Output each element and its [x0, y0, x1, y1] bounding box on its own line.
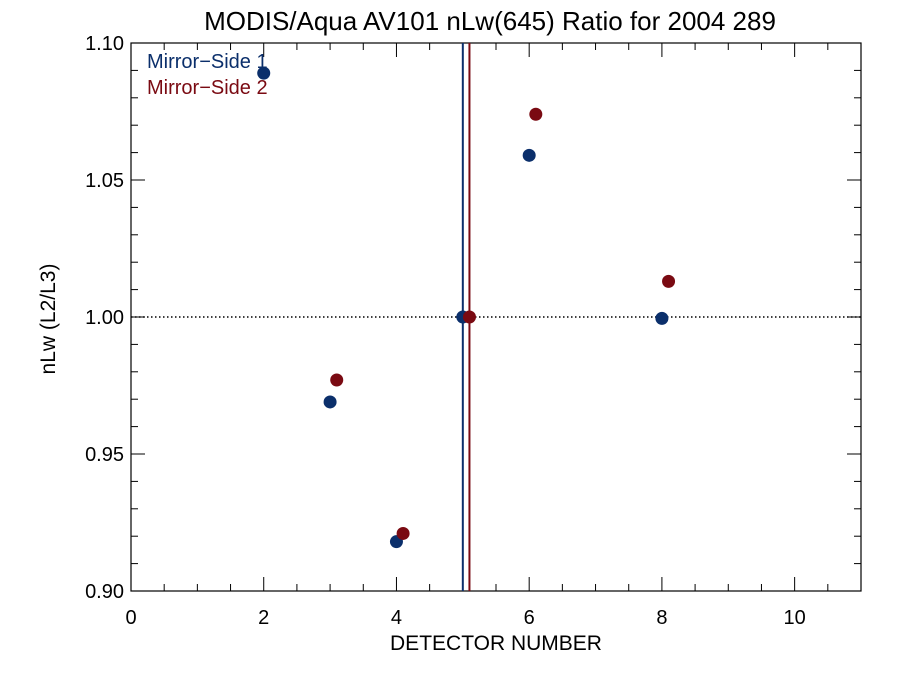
series-2-point	[396, 526, 410, 540]
series-2-point	[529, 107, 543, 121]
y-tick-label: 1.10	[85, 33, 124, 55]
series-1-point	[655, 311, 669, 325]
series-1-point	[522, 148, 536, 162]
legend-entry-1: Mirror−Side 1	[147, 51, 268, 73]
series-1-point	[323, 395, 337, 409]
y-tick-label: 0.95	[85, 444, 124, 466]
x-tick-label: 6	[524, 607, 535, 629]
plot-area: 0 2 4 6 8 10 0.90 0.95 1.00 1.05 1.10	[85, 33, 862, 629]
series-2-point	[662, 274, 676, 288]
series-2-point	[462, 310, 476, 324]
x-tick-label: 10	[784, 607, 806, 629]
x-tick-label: 8	[656, 607, 667, 629]
x-tick-label: 4	[391, 607, 402, 629]
y-axis-label: nLw (L2/L3)	[37, 264, 60, 375]
y-tick-label: 1.00	[85, 307, 124, 329]
series-1-point	[257, 66, 271, 80]
legend: Mirror−Side 1 Mirror−Side 2	[147, 51, 268, 99]
y-tick-label: 0.90	[85, 581, 124, 603]
x-tick-label: 2	[258, 607, 269, 629]
y-tick-label: 1.05	[85, 170, 124, 192]
x-tick-label: 0	[125, 607, 136, 629]
chart-title: MODIS/Aqua AV101 nLw(645) Ratio for 2004…	[204, 6, 776, 36]
series-2-point	[330, 373, 344, 387]
x-axis-label: DETECTOR NUMBER	[390, 632, 602, 655]
legend-entry-2: Mirror−Side 2	[147, 77, 268, 99]
